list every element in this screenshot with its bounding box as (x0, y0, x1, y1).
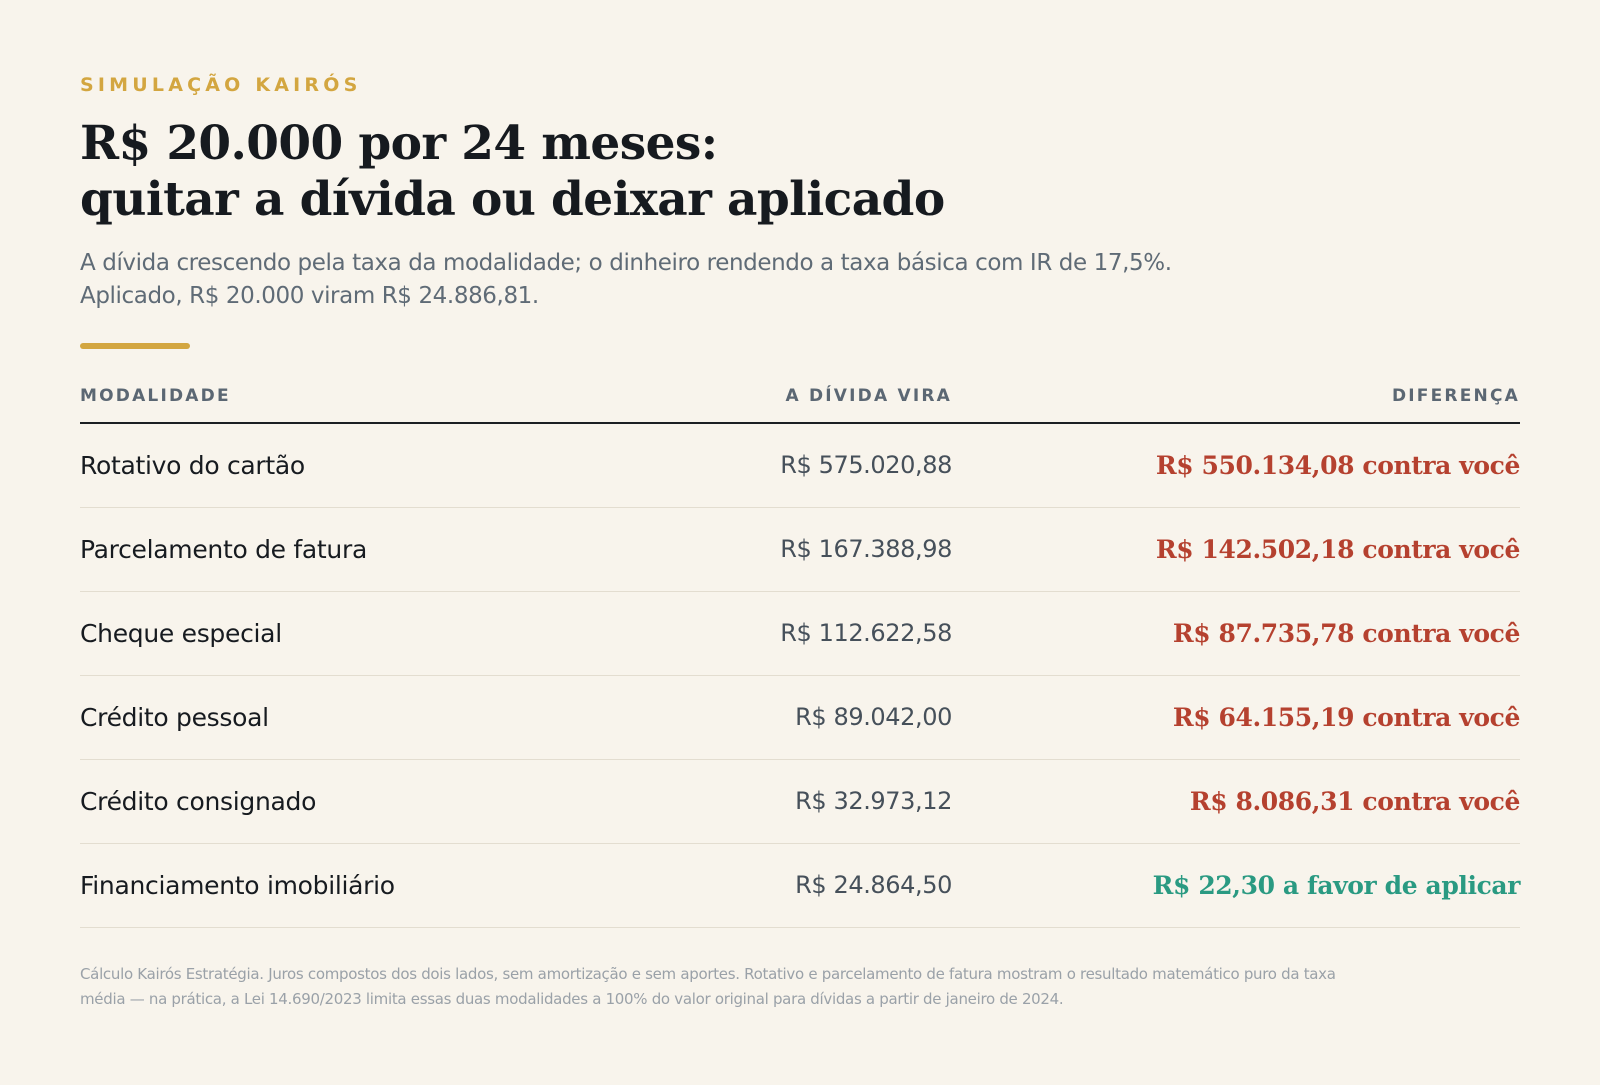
title-line-2: quitar a dívida ou deixar aplicado (80, 172, 945, 227)
subtitle-line-1: A dívida crescendo pela taxa da modalida… (80, 250, 1172, 276)
footnote-line-1: Cálculo Kairós Estratégia. Juros compost… (80, 965, 1336, 983)
subtitle: A dívida crescendo pela taxa da modalida… (80, 247, 1520, 313)
cell-diferenca: R$ 8.086,31 contra você (1189, 787, 1521, 816)
subtitle-line-2: Aplicado, R$ 20.000 viram R$ 24.886,81. (80, 283, 539, 309)
cell-modalidade: Financiamento imobiliário (80, 871, 395, 900)
table-header: MODALIDADE A DÍVIDA VIRA DIFERENÇA (80, 386, 1520, 424)
cell-diferenca: R$ 142.502,18 contra você (1155, 535, 1521, 564)
cell-modalidade: Cheque especial (80, 619, 282, 648)
page: SIMULAÇÃO KAIRÓS R$ 20.000 por 24 meses:… (80, 72, 1520, 1012)
cell-divida: R$ 112.622,58 (780, 619, 952, 647)
cell-modalidade: Rotativo do cartão (80, 451, 305, 480)
cell-divida: R$ 167.388,98 (780, 535, 952, 563)
page-title: R$ 20.000 por 24 meses: quitar a dívida … (80, 116, 1520, 228)
footnote: Cálculo Kairós Estratégia. Juros compost… (80, 962, 1520, 1012)
table-row: Rotativo do cartão R$ 575.020,88 R$ 550.… (80, 424, 1520, 508)
cell-divida: R$ 89.042,00 (795, 703, 952, 731)
cell-modalidade: Crédito consignado (80, 787, 317, 816)
accent-divider (80, 343, 190, 349)
table-row: Crédito consignado R$ 32.973,12 R$ 8.086… (80, 760, 1520, 844)
header-diferenca: DIFERENÇA (1391, 386, 1520, 406)
cell-diferenca: R$ 87.735,78 contra você (1172, 619, 1521, 648)
cell-diferenca: R$ 550.134,08 contra você (1155, 451, 1521, 480)
footnote-line-2: média — na prática, a Lei 14.690/2023 li… (80, 990, 1064, 1008)
table-row: Crédito pessoal R$ 89.042,00 R$ 64.155,1… (80, 676, 1520, 760)
comparison-table: MODALIDADE A DÍVIDA VIRA DIFERENÇA Rotat… (80, 386, 1520, 928)
header-modalidade: MODALIDADE (80, 386, 231, 406)
table-row: Parcelamento de fatura R$ 167.388,98 R$ … (80, 508, 1520, 592)
header-divida: A DÍVIDA VIRA (785, 386, 952, 406)
table-row: Cheque especial R$ 112.622,58 R$ 87.735,… (80, 592, 1520, 676)
cell-divida: R$ 32.973,12 (795, 787, 952, 815)
cell-divida: R$ 24.864,50 (795, 871, 952, 899)
eyebrow-label: SIMULAÇÃO KAIRÓS (80, 74, 362, 96)
cell-diferenca: R$ 22,30 a favor de aplicar (1152, 871, 1521, 900)
table-row: Financiamento imobiliário R$ 24.864,50 R… (80, 844, 1520, 928)
cell-modalidade: Crédito pessoal (80, 703, 269, 732)
cell-diferenca: R$ 64.155,19 contra você (1172, 703, 1521, 732)
cell-divida: R$ 575.020,88 (780, 451, 952, 479)
cell-modalidade: Parcelamento de fatura (80, 535, 367, 564)
title-line-1: R$ 20.000 por 24 meses: (80, 116, 718, 171)
